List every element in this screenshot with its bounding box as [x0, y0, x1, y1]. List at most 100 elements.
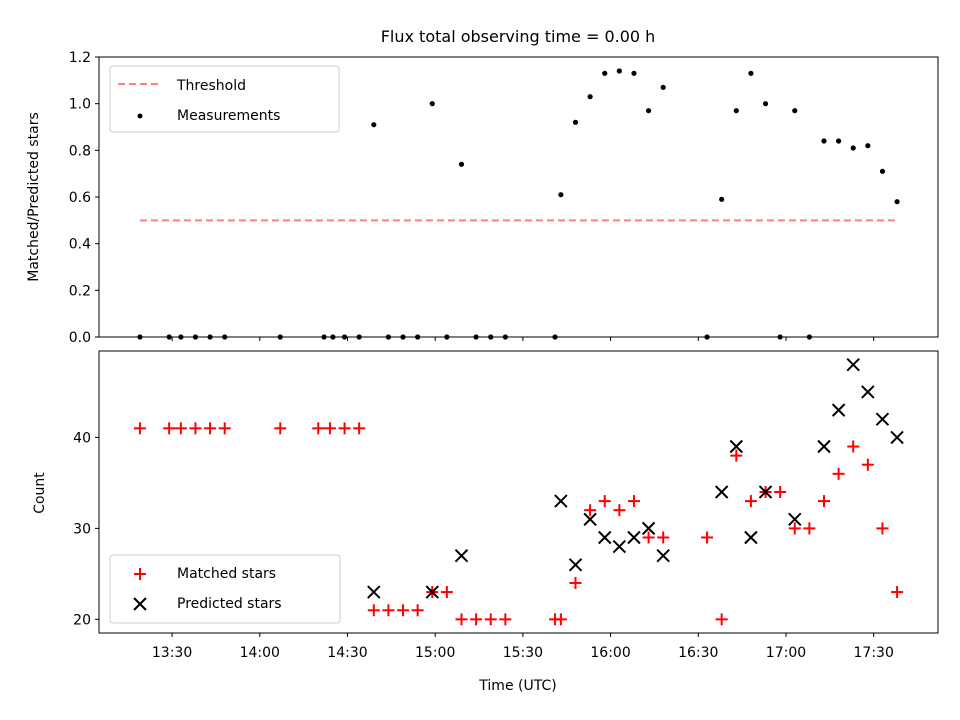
matched-point — [774, 486, 787, 498]
measurement-point — [850, 145, 856, 151]
predicted-point — [367, 585, 381, 599]
predicted-point — [846, 357, 860, 372]
ratio-legend-box — [109, 65, 340, 133]
ratio-y-tick-label: 0.8 — [69, 143, 91, 159]
matched-point — [817, 495, 830, 508]
count-y-tick-label: 40 — [73, 430, 91, 446]
measurement-point — [836, 138, 842, 144]
count-legend-box — [109, 554, 341, 624]
predicted-point — [612, 539, 627, 554]
measurement-point — [371, 122, 377, 128]
measurement-point — [645, 108, 652, 114]
measurement-point — [748, 70, 754, 76]
predicted-point — [758, 485, 773, 499]
matched-point — [312, 422, 325, 435]
predicted-point — [788, 512, 802, 526]
x-tick-label: 13:30 — [152, 645, 192, 661]
predicted-point — [875, 412, 890, 426]
ratio-y-tick-label: 0.0 — [69, 330, 91, 346]
predicted-point — [890, 430, 904, 445]
matched-point — [701, 531, 714, 544]
matched-point — [861, 458, 874, 471]
matched-point — [847, 440, 860, 453]
matched-point — [876, 522, 889, 535]
matched-point — [788, 522, 801, 535]
matched-legend-swatch — [134, 568, 146, 580]
matched-point — [323, 422, 336, 435]
measurement-point — [762, 101, 769, 107]
ratio-y-tick-label: 1.0 — [69, 97, 91, 113]
matched-point — [274, 422, 287, 435]
measurement-point — [719, 196, 725, 202]
count-y-tick-label: 20 — [73, 612, 91, 628]
matched-point — [367, 604, 380, 617]
ratio-panel: 0.0 0.2 0.4 0.6 0.8 1.0 1.2 Matched/Predicted … — [26, 50, 939, 346]
matched-point — [353, 422, 366, 435]
measurement-point — [879, 168, 886, 174]
measurement-point — [558, 192, 564, 198]
predicted-legend-swatch — [133, 597, 147, 611]
matched-point — [730, 449, 743, 462]
measurement-point — [602, 70, 608, 76]
predicted-point — [729, 439, 743, 454]
predicted-point — [714, 485, 729, 499]
matched-point — [382, 604, 395, 617]
measurement-point — [572, 119, 579, 125]
matched-point — [569, 576, 582, 589]
x-tick-label: 15:30 — [503, 645, 543, 661]
matched-point — [891, 586, 904, 599]
predicted-point — [817, 439, 831, 454]
matched-legend-label: Matched stars — [177, 566, 276, 582]
matched-point — [455, 613, 468, 626]
predicted-legend-label: Predicted stars — [177, 596, 282, 612]
matched-point — [598, 495, 611, 508]
measurement-point — [792, 108, 798, 114]
matched-point — [554, 613, 567, 626]
matched-point — [627, 495, 640, 508]
matched-point — [163, 422, 176, 435]
count-y-axis-label: Count — [32, 472, 48, 514]
measurement-point — [733, 108, 739, 114]
matched-point — [189, 422, 202, 435]
ratio-y-tick-label: 1.2 — [69, 50, 91, 66]
measurement-point — [865, 143, 871, 149]
ratio-y-tick-label: 0.4 — [69, 237, 91, 253]
x-tick-label: 16:00 — [590, 645, 630, 661]
matched-point — [715, 613, 728, 626]
matched-point — [642, 531, 655, 544]
count-plot-frame — [98, 350, 939, 634]
measurements-legend-label: Measurements — [177, 108, 280, 124]
ratio-legend: Threshold Measurements — [109, 65, 340, 133]
x-tick-label: 17:00 — [766, 645, 806, 661]
matched-point — [744, 495, 757, 508]
ratio-y-tick-label: 0.6 — [69, 190, 91, 206]
x-tick-label: 15:00 — [415, 645, 455, 661]
chart-title: Flux total observing time = 0.00 h — [381, 27, 656, 46]
measurement-point — [587, 94, 593, 100]
predicted-point — [656, 548, 670, 563]
matched-point — [204, 422, 217, 435]
predicted-point — [568, 558, 583, 572]
ratio-y-tick-label: 0.2 — [69, 283, 91, 299]
matched-point — [338, 422, 351, 435]
matched-point — [657, 531, 670, 544]
measurements-legend-swatch — [137, 113, 143, 119]
predicted-point — [598, 530, 612, 545]
matched-point — [470, 613, 483, 626]
predicted-point — [583, 512, 597, 526]
x-tick-label: 14:00 — [240, 645, 280, 661]
x-tick-label: 14:30 — [327, 645, 367, 661]
x-tick-label: 17:30 — [854, 645, 894, 661]
x-tick-label: 16:30 — [678, 645, 718, 661]
matched-point — [484, 613, 497, 626]
predicted-point — [861, 385, 875, 399]
matched-point — [613, 504, 626, 517]
measurement-point — [894, 199, 900, 205]
matched-point — [174, 422, 187, 435]
ratio-y-axis-label: Matched/Predicted stars — [26, 112, 42, 282]
matched-point — [832, 467, 845, 480]
count-y-tick-label: 30 — [73, 521, 91, 537]
count-legend: Matched stars Predicted stars — [109, 554, 341, 624]
predicted-point — [831, 403, 846, 417]
